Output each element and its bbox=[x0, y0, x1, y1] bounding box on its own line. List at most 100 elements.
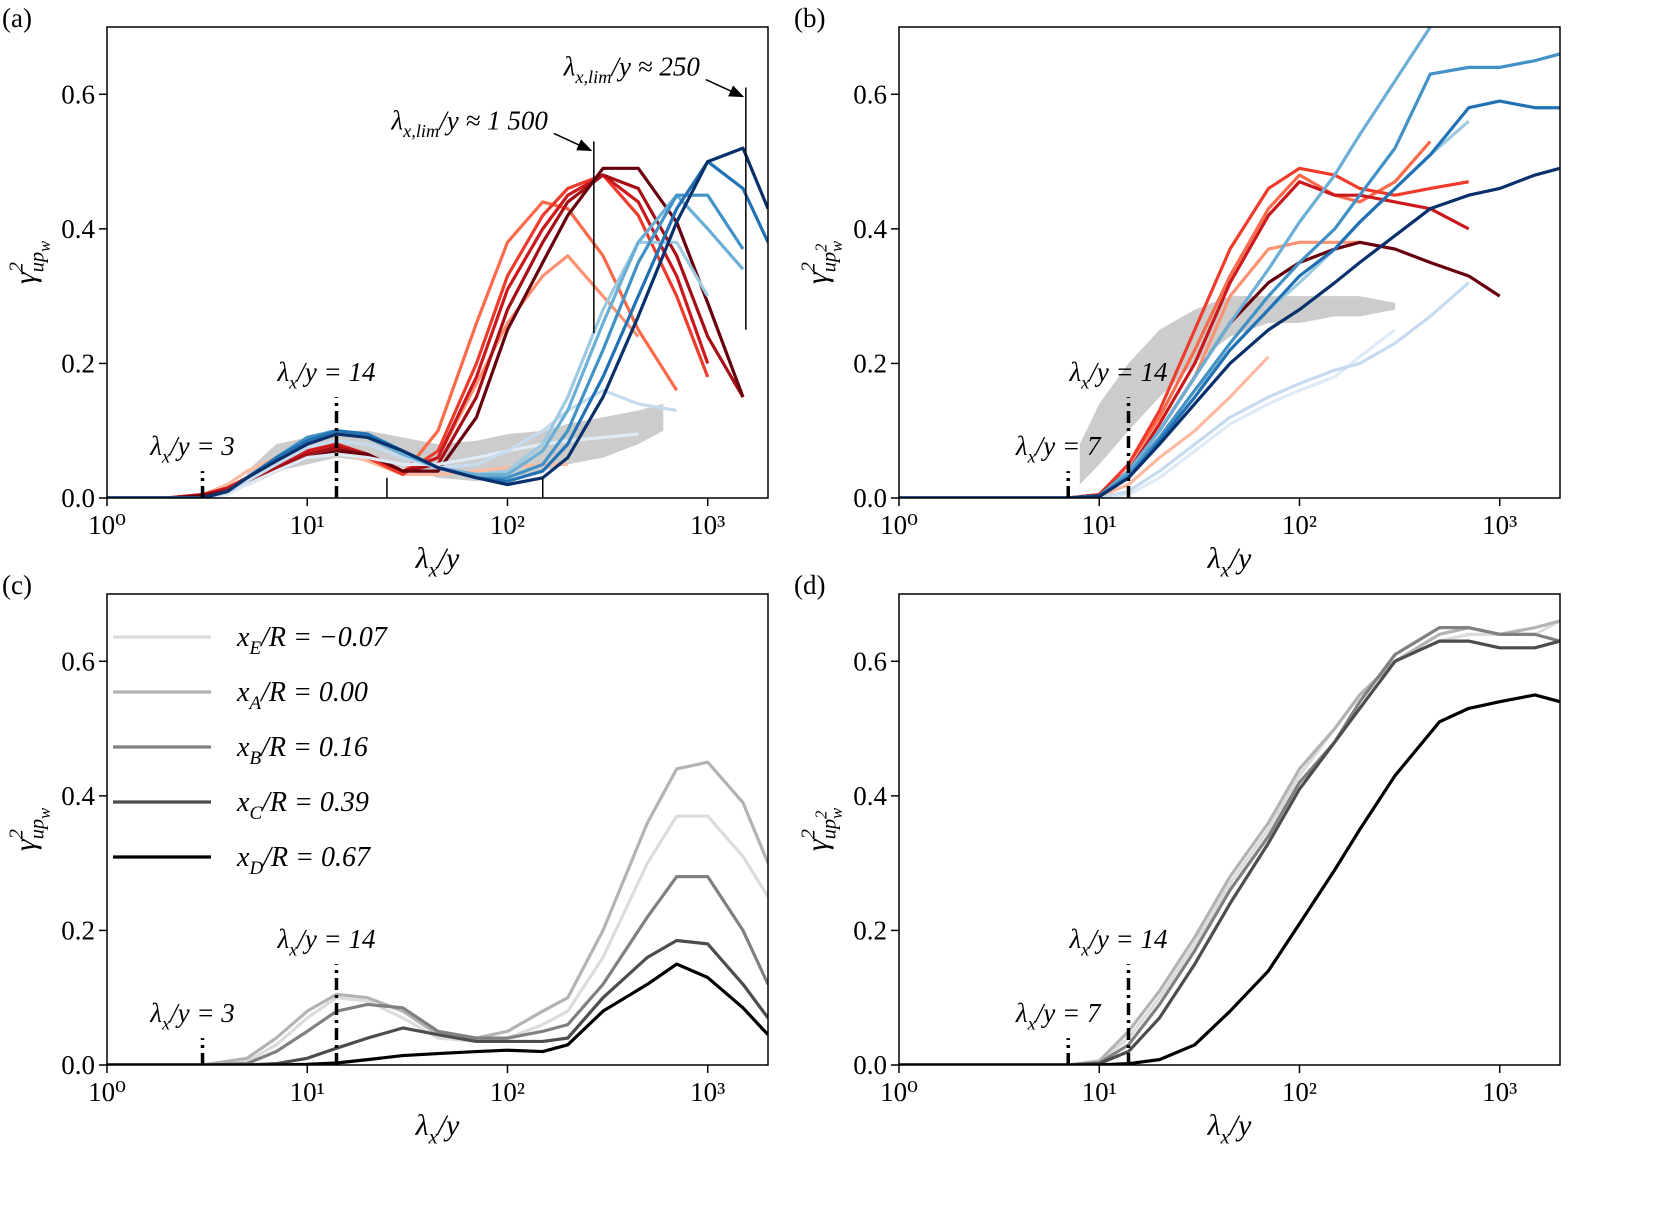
label-part: E bbox=[248, 638, 261, 659]
panel-label: (a) bbox=[2, 3, 32, 33]
label-part: λ bbox=[149, 998, 162, 1028]
marker-label: λx/y = 7 bbox=[1015, 998, 1102, 1034]
y-tick-label: 0.4 bbox=[853, 781, 887, 811]
series-line bbox=[899, 281, 1470, 498]
axes-frame bbox=[898, 26, 1561, 499]
x-tick-label: 10² bbox=[1282, 510, 1317, 540]
label-part: x bbox=[1220, 1126, 1230, 1148]
label-part: /y bbox=[1228, 542, 1252, 575]
y-tick-label: 0.6 bbox=[61, 646, 95, 676]
x-tick-label: 10³ bbox=[690, 510, 725, 540]
label-part: γ bbox=[801, 838, 834, 851]
label-part: γ bbox=[9, 838, 42, 851]
label-part: /R = 0.67 bbox=[261, 842, 371, 873]
axes-frame bbox=[106, 593, 769, 1066]
x-tick-label: 10¹ bbox=[290, 1077, 325, 1107]
label-part: λ bbox=[415, 1109, 429, 1142]
panel-label: (d) bbox=[794, 570, 825, 600]
label-part: x,lim bbox=[574, 67, 611, 87]
label-part: w bbox=[827, 241, 846, 252]
x-tick-label: 10² bbox=[490, 1077, 525, 1107]
label-part: /R = 0.00 bbox=[259, 677, 368, 708]
label-part: x bbox=[428, 559, 438, 581]
series-line bbox=[899, 166, 1560, 498]
y-tick-label: 0.4 bbox=[853, 214, 887, 244]
marker-label: λx/y = 14 bbox=[1068, 357, 1167, 393]
label-part: x bbox=[288, 940, 298, 960]
band bbox=[1079, 296, 1396, 485]
label-part: λ bbox=[415, 542, 429, 575]
x-tick-label: 10¹ bbox=[1082, 510, 1117, 540]
x-tick-label: 10² bbox=[490, 510, 525, 540]
label-part: /y ≈ 250 bbox=[610, 52, 701, 82]
panel-label: (c) bbox=[2, 570, 32, 600]
x-tick-label: 10³ bbox=[690, 1077, 725, 1107]
label-part: /y = 7 bbox=[1034, 431, 1102, 461]
x-axis-label: λx/y bbox=[415, 542, 460, 581]
label-part: 2 bbox=[5, 829, 27, 839]
legend-label: xC/R = 0.39 bbox=[236, 787, 369, 824]
y-axis-label: γ2upw bbox=[5, 808, 54, 851]
label-part: λ bbox=[1015, 998, 1028, 1028]
label-part: /R = −0.07 bbox=[259, 622, 388, 653]
limit-arrow bbox=[705, 78, 745, 98]
y-axis-label: γ2upw bbox=[5, 241, 54, 284]
x-tick-label: 10³ bbox=[1482, 1077, 1517, 1107]
label-part: x bbox=[288, 373, 298, 393]
label-part: 2 bbox=[797, 829, 819, 839]
label-part: /y = 14 bbox=[1087, 924, 1167, 954]
label-part: B bbox=[249, 748, 261, 769]
label-part: λ bbox=[563, 52, 576, 82]
label-part: up bbox=[26, 819, 48, 839]
label-part: x bbox=[1027, 447, 1037, 467]
label-part: /R = 0.16 bbox=[259, 732, 368, 763]
label-part: /R = 0.39 bbox=[260, 787, 369, 818]
limit-label: λx,lim/y ≈ 250 bbox=[563, 52, 701, 88]
y-tick-label: 0.2 bbox=[61, 348, 95, 378]
y-tick-label: 0.2 bbox=[61, 915, 95, 945]
x-axis-label: λx/y bbox=[1207, 542, 1252, 581]
x-tick-label: 10³ bbox=[1482, 510, 1517, 540]
label-part: λ bbox=[276, 924, 289, 954]
panel-label: (b) bbox=[794, 3, 825, 33]
label-part: λ bbox=[1068, 924, 1081, 954]
label-part: /y bbox=[436, 542, 460, 575]
label-part: x bbox=[1027, 1014, 1037, 1034]
label-part: /y ≈ 1 500 bbox=[437, 105, 548, 135]
label-part: 2 bbox=[797, 262, 819, 272]
limit-label: λx,lim/y ≈ 1 500 bbox=[390, 105, 548, 141]
label-part: γ bbox=[9, 271, 42, 284]
series-line bbox=[899, 328, 1396, 498]
label-part: D bbox=[248, 858, 263, 879]
label-part: up bbox=[818, 819, 840, 839]
label-part: /y = 3 bbox=[168, 998, 235, 1028]
y-tick-label: 0.6 bbox=[61, 79, 95, 109]
label-part: x bbox=[236, 842, 250, 873]
y-tick-label: 0.4 bbox=[61, 214, 95, 244]
y-axis-label: γ2up2w bbox=[797, 241, 846, 284]
series-line bbox=[899, 166, 1469, 498]
label-part: x,lim bbox=[402, 121, 439, 141]
label-part: λ bbox=[1207, 1109, 1221, 1142]
series-line bbox=[899, 626, 1560, 1065]
marker-label: λx/y = 3 bbox=[149, 998, 235, 1034]
label-part: 2 bbox=[811, 244, 830, 252]
series-line bbox=[899, 27, 1432, 498]
label-part: A bbox=[247, 693, 261, 714]
label-part: x bbox=[236, 787, 250, 818]
label-part: λ bbox=[276, 357, 289, 387]
label-part: x bbox=[161, 447, 171, 467]
y-tick-label: 0.4 bbox=[61, 781, 95, 811]
label-part: λ bbox=[1015, 431, 1028, 461]
series-line bbox=[899, 619, 1560, 1065]
label-part: x bbox=[236, 677, 250, 708]
series-line bbox=[899, 180, 1470, 498]
label-part: /y = 14 bbox=[1087, 357, 1167, 387]
marker-label: λx/y = 14 bbox=[276, 357, 375, 393]
label-part: /y = 14 bbox=[295, 357, 375, 387]
y-tick-label: 0.0 bbox=[853, 483, 887, 513]
series-line bbox=[899, 639, 1560, 1065]
